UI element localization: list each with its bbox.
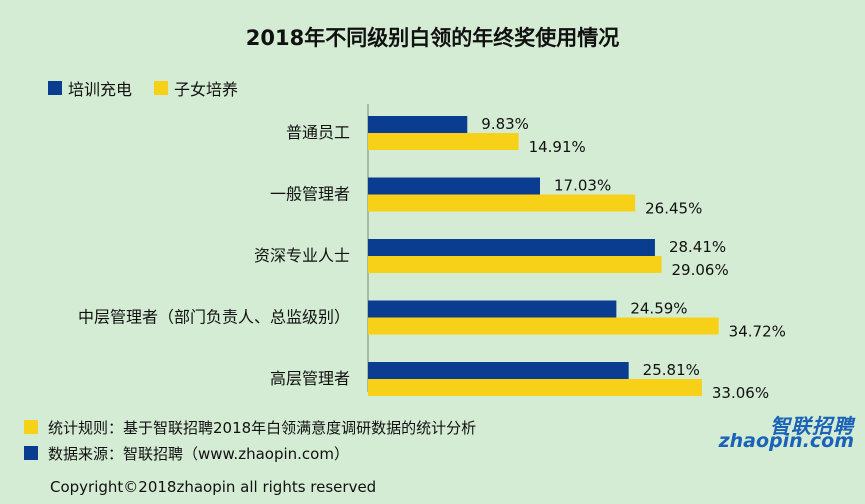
category-label: 普通员工: [286, 123, 350, 142]
copyright-text: Copyright©2018zhaopin all rights reserve…: [50, 478, 377, 496]
bar-training: [368, 300, 617, 318]
data-label: 33.06%: [712, 384, 769, 402]
legend-swatch-training: [48, 81, 62, 95]
category-label: 中层管理者（部门负责人、总监级别）: [78, 308, 350, 327]
legend-label-children: 子女培养: [174, 80, 239, 99]
category-label: 资深专业人士: [254, 246, 350, 265]
data-label: 34.72%: [729, 323, 786, 341]
data-label: 9.83%: [481, 115, 529, 133]
category-label: 一般管理者: [270, 185, 350, 204]
bar-children: [368, 256, 662, 273]
note-text-source: 数据来源：智联招聘（www.zhaopin.com）: [48, 444, 349, 463]
logo-cn-text: 智联招聘: [770, 414, 854, 438]
note-text-rule: 统计规则：基于智联招聘2018年白领满意度调研数据的统计分析: [48, 418, 477, 437]
bar-chart: 普通员工 9.83%14.91% 一般管理者 17.03% 26.45% 资深专业人士 28…: [78, 104, 786, 402]
bar-children: [368, 194, 636, 212]
data-label: 25.81%: [643, 361, 700, 379]
data-label: 26.45%: [645, 200, 702, 218]
legend-swatch-children: [154, 81, 169, 95]
note-swatch-rule: [24, 420, 38, 434]
note-swatch-source: [24, 446, 38, 460]
note-source: 数据来源：智联招聘（www.zhaopin.com）: [24, 440, 476, 466]
bar-training: [368, 116, 468, 133]
legend-item-children: 子女培养: [154, 76, 238, 100]
data-label: 29.06%: [672, 261, 729, 279]
bar-children: [368, 317, 719, 335]
bar-children: [368, 133, 519, 150]
bar-training: [368, 177, 541, 195]
data-label: 28.41%: [669, 238, 726, 256]
data-label: 24.59%: [630, 300, 687, 318]
bar-children: [368, 379, 702, 396]
note-rule: 统计规则：基于智联招聘2018年白领满意度调研数据的统计分析: [24, 414, 476, 440]
legend-item-training: 培训充电: [48, 76, 132, 100]
notes: 统计规则：基于智联招聘2018年白领满意度调研数据的统计分析 数据来源：智联招聘…: [24, 414, 476, 466]
chart-title: 2018年不同级别白领的年终奖使用情况: [245, 26, 620, 50]
bar-training: [368, 362, 629, 379]
data-label: 17.03%: [554, 177, 611, 195]
zhaopin-logo: 智联招聘 zhaopin.com: [718, 410, 860, 452]
data-label: 14.91%: [529, 138, 586, 156]
category-label: 高层管理者: [270, 369, 350, 388]
logo-en-text: zhaopin.com: [718, 430, 854, 452]
bar-training: [368, 239, 655, 256]
legend-label-training: 培训充电: [68, 80, 133, 99]
chart-legend: 培训充电 子女培养: [48, 76, 238, 100]
